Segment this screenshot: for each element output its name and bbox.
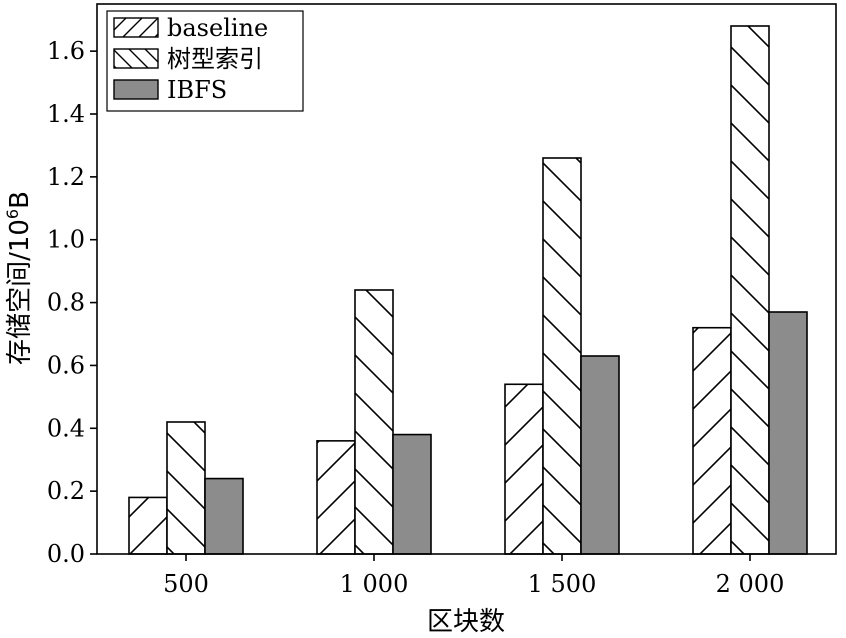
legend-label-baseline: baseline [167, 14, 268, 42]
bar-IBFS-500 [204, 477, 244, 555]
y-tick-label: 1.0 [47, 226, 85, 254]
bar-IBFS-2000 [768, 311, 808, 555]
legend-swatch-树型索引 [113, 48, 159, 69]
bar-树型索引-2000 [730, 25, 770, 555]
x-axis: 500 1 000 1 500 2 000 [163, 554, 784, 598]
x-tick-label: 500 [163, 570, 209, 598]
y-tick-label: 1.4 [47, 100, 85, 128]
legend-label-IBFS: IBFS [167, 76, 227, 104]
bar-baseline-500 [128, 496, 168, 555]
bar-树型索引-500 [166, 421, 206, 555]
y-tick-label: 0.0 [47, 540, 85, 568]
legend: baseline 树型索引 IBFS [106, 10, 304, 112]
bar-IBFS-1500 [580, 355, 620, 555]
x-tick-label: 1 500 [528, 570, 597, 598]
x-tick-label: 2 000 [716, 570, 785, 598]
bar-baseline-2000 [692, 326, 732, 555]
bar-树型索引-1500 [542, 157, 582, 555]
legend-swatch-IBFS [113, 79, 159, 100]
bar-树型索引-1000 [354, 289, 394, 555]
y-tick-label: 0.6 [47, 351, 85, 379]
legend-label-树型索引: 树型索引 [167, 45, 263, 73]
y-tick-label: 1.2 [47, 163, 85, 191]
legend-swatch-baseline [113, 17, 159, 38]
y-tick-label: 0.8 [47, 289, 85, 317]
y-tick-label: 0.2 [47, 477, 85, 505]
y-axis-label: 存储空间/106B [3, 191, 35, 365]
x-tick-label: 1 000 [340, 570, 409, 598]
bars-group [128, 25, 808, 555]
y-tick-label: 1.6 [47, 37, 85, 65]
bar-baseline-1000 [316, 440, 356, 555]
plot-frame [96, 3, 837, 555]
x-axis-label: 区块数 [427, 607, 505, 637]
y-axis: 0.0 0.2 0.4 0.6 0.8 1.0 1.2 1.4 1.6 [47, 37, 97, 568]
bar-baseline-1500 [504, 383, 544, 555]
bar-IBFS-1000 [392, 433, 432, 555]
y-tick-label: 0.4 [47, 414, 85, 442]
